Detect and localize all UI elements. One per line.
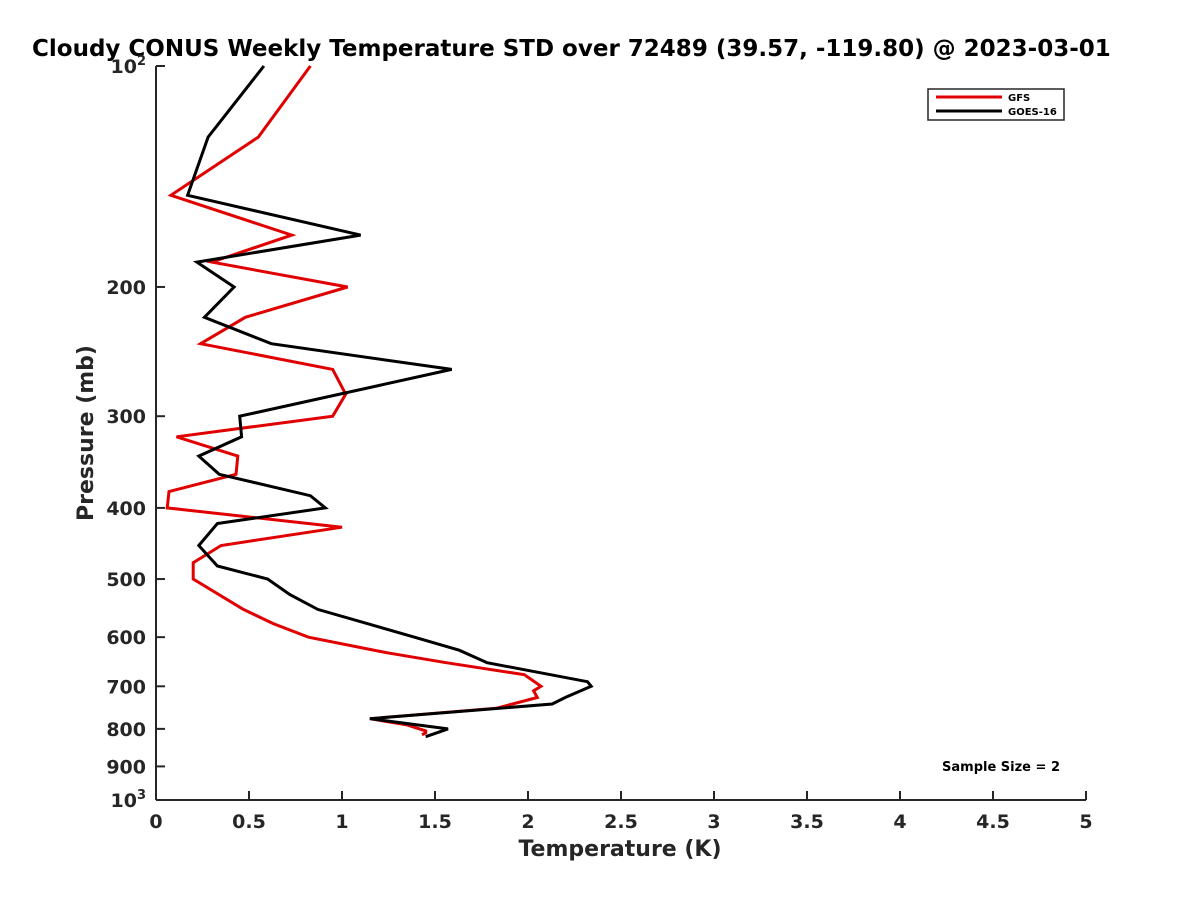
y-tick-label: 103 bbox=[111, 788, 147, 812]
y-tick-label: 500 bbox=[106, 569, 146, 591]
sample-size-annotation: Sample Size = 2 bbox=[942, 760, 1060, 775]
x-tick-label: 3 bbox=[707, 811, 720, 833]
x-tick-label: 0.5 bbox=[232, 811, 266, 833]
y-tick-label: 102 bbox=[111, 54, 147, 78]
x-tick-label: 1.5 bbox=[418, 811, 452, 833]
x-tick-label: 1 bbox=[335, 811, 348, 833]
legend-label-gfs: GFS bbox=[1008, 93, 1030, 104]
legend-box bbox=[927, 88, 1065, 121]
chart-title: Cloudy CONUS Weekly Temperature STD over… bbox=[32, 36, 1111, 62]
x-tick-label: 4 bbox=[893, 811, 906, 833]
y-tick-label: 800 bbox=[106, 719, 146, 741]
series-line-gfs bbox=[165, 65, 544, 737]
x-tick-label: 2.5 bbox=[604, 811, 638, 833]
y-tick-label: 700 bbox=[106, 676, 146, 698]
y-tick-label: 600 bbox=[106, 627, 146, 649]
x-tick-label: 5 bbox=[1079, 811, 1092, 833]
legend-label-goes-16: GOES-16 bbox=[1008, 107, 1057, 118]
y-tick-label: 200 bbox=[106, 277, 146, 299]
x-tick-label: 4.5 bbox=[976, 811, 1010, 833]
y-tick-label: 400 bbox=[106, 498, 146, 520]
x-axis-label: Temperature (K) bbox=[518, 837, 721, 862]
series-line-goes-16 bbox=[185, 65, 594, 739]
x-tick-label: 0 bbox=[149, 811, 162, 833]
x-tick-label: 2 bbox=[521, 811, 534, 833]
y-tick-label: 900 bbox=[106, 756, 146, 778]
y-axis-label: Pressure (mb) bbox=[74, 345, 99, 521]
y-tick-label: 300 bbox=[106, 406, 146, 428]
x-tick-label: 3.5 bbox=[790, 811, 824, 833]
